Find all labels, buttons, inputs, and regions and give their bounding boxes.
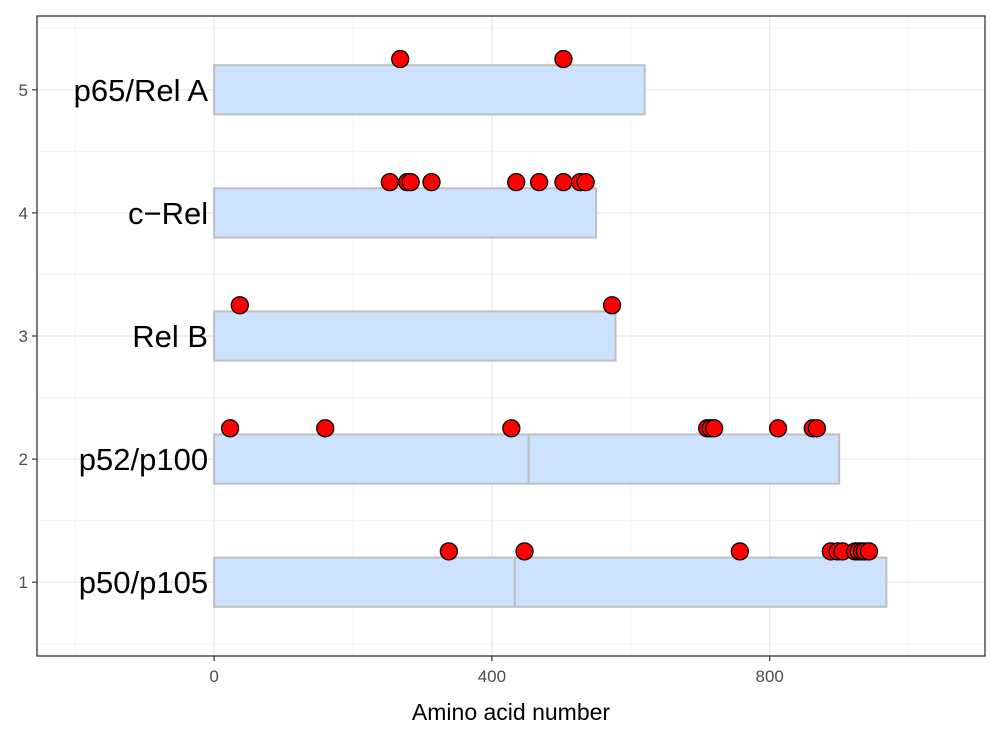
site-point	[391, 49, 410, 69]
protein-bar-segment	[213, 556, 516, 608]
protein-bars	[213, 64, 888, 608]
protein-bar-segment	[513, 556, 888, 608]
y-axis-ticks: 1 2 3 4 5	[19, 81, 37, 592]
protein-labels: p50/p105 p52/p100 Rel B c−Rel p65/Rel A	[74, 73, 209, 600]
site-point	[554, 173, 573, 192]
protein-label: Rel B	[132, 319, 208, 354]
site-point	[515, 542, 534, 561]
site-point	[768, 419, 788, 438]
x-tick-label: 800	[756, 667, 784, 686]
site-point	[422, 173, 441, 192]
site-point	[220, 419, 240, 438]
y-tick-label: 5	[19, 81, 28, 100]
site-point	[529, 173, 549, 192]
site-point	[316, 419, 335, 438]
site-point	[507, 173, 526, 192]
site-point	[401, 173, 420, 192]
site-point	[380, 173, 399, 192]
site-point	[439, 542, 458, 561]
site-point	[576, 173, 595, 192]
protein-bar-segment	[213, 187, 598, 239]
protein-bar-segment	[213, 433, 530, 485]
site-point	[704, 419, 724, 438]
site-points	[220, 49, 879, 561]
protein-bar-segment	[527, 433, 841, 485]
site-point	[730, 542, 749, 561]
site-point	[502, 419, 521, 438]
x-axis-ticks: 0 400 800	[209, 656, 784, 686]
site-point	[554, 49, 573, 69]
x-axis-title: Amino acid number	[412, 699, 610, 725]
protein-bar-segment	[213, 310, 617, 362]
x-tick-label: 400	[478, 667, 506, 686]
site-point	[859, 542, 879, 561]
y-tick-label: 3	[19, 327, 28, 346]
protein-label: p65/Rel A	[74, 73, 209, 108]
protein-label: p52/p100	[79, 442, 208, 477]
protein-label: c−Rel	[128, 196, 208, 231]
protein-label: p50/p105	[79, 565, 208, 600]
y-tick-label: 1	[19, 573, 28, 592]
site-point	[602, 296, 622, 315]
site-point	[230, 296, 249, 315]
x-tick-label: 0	[209, 667, 218, 686]
site-point	[807, 419, 827, 438]
protein-bar-segment	[213, 64, 646, 116]
y-tick-label: 4	[19, 204, 28, 223]
y-tick-label: 2	[19, 450, 28, 469]
